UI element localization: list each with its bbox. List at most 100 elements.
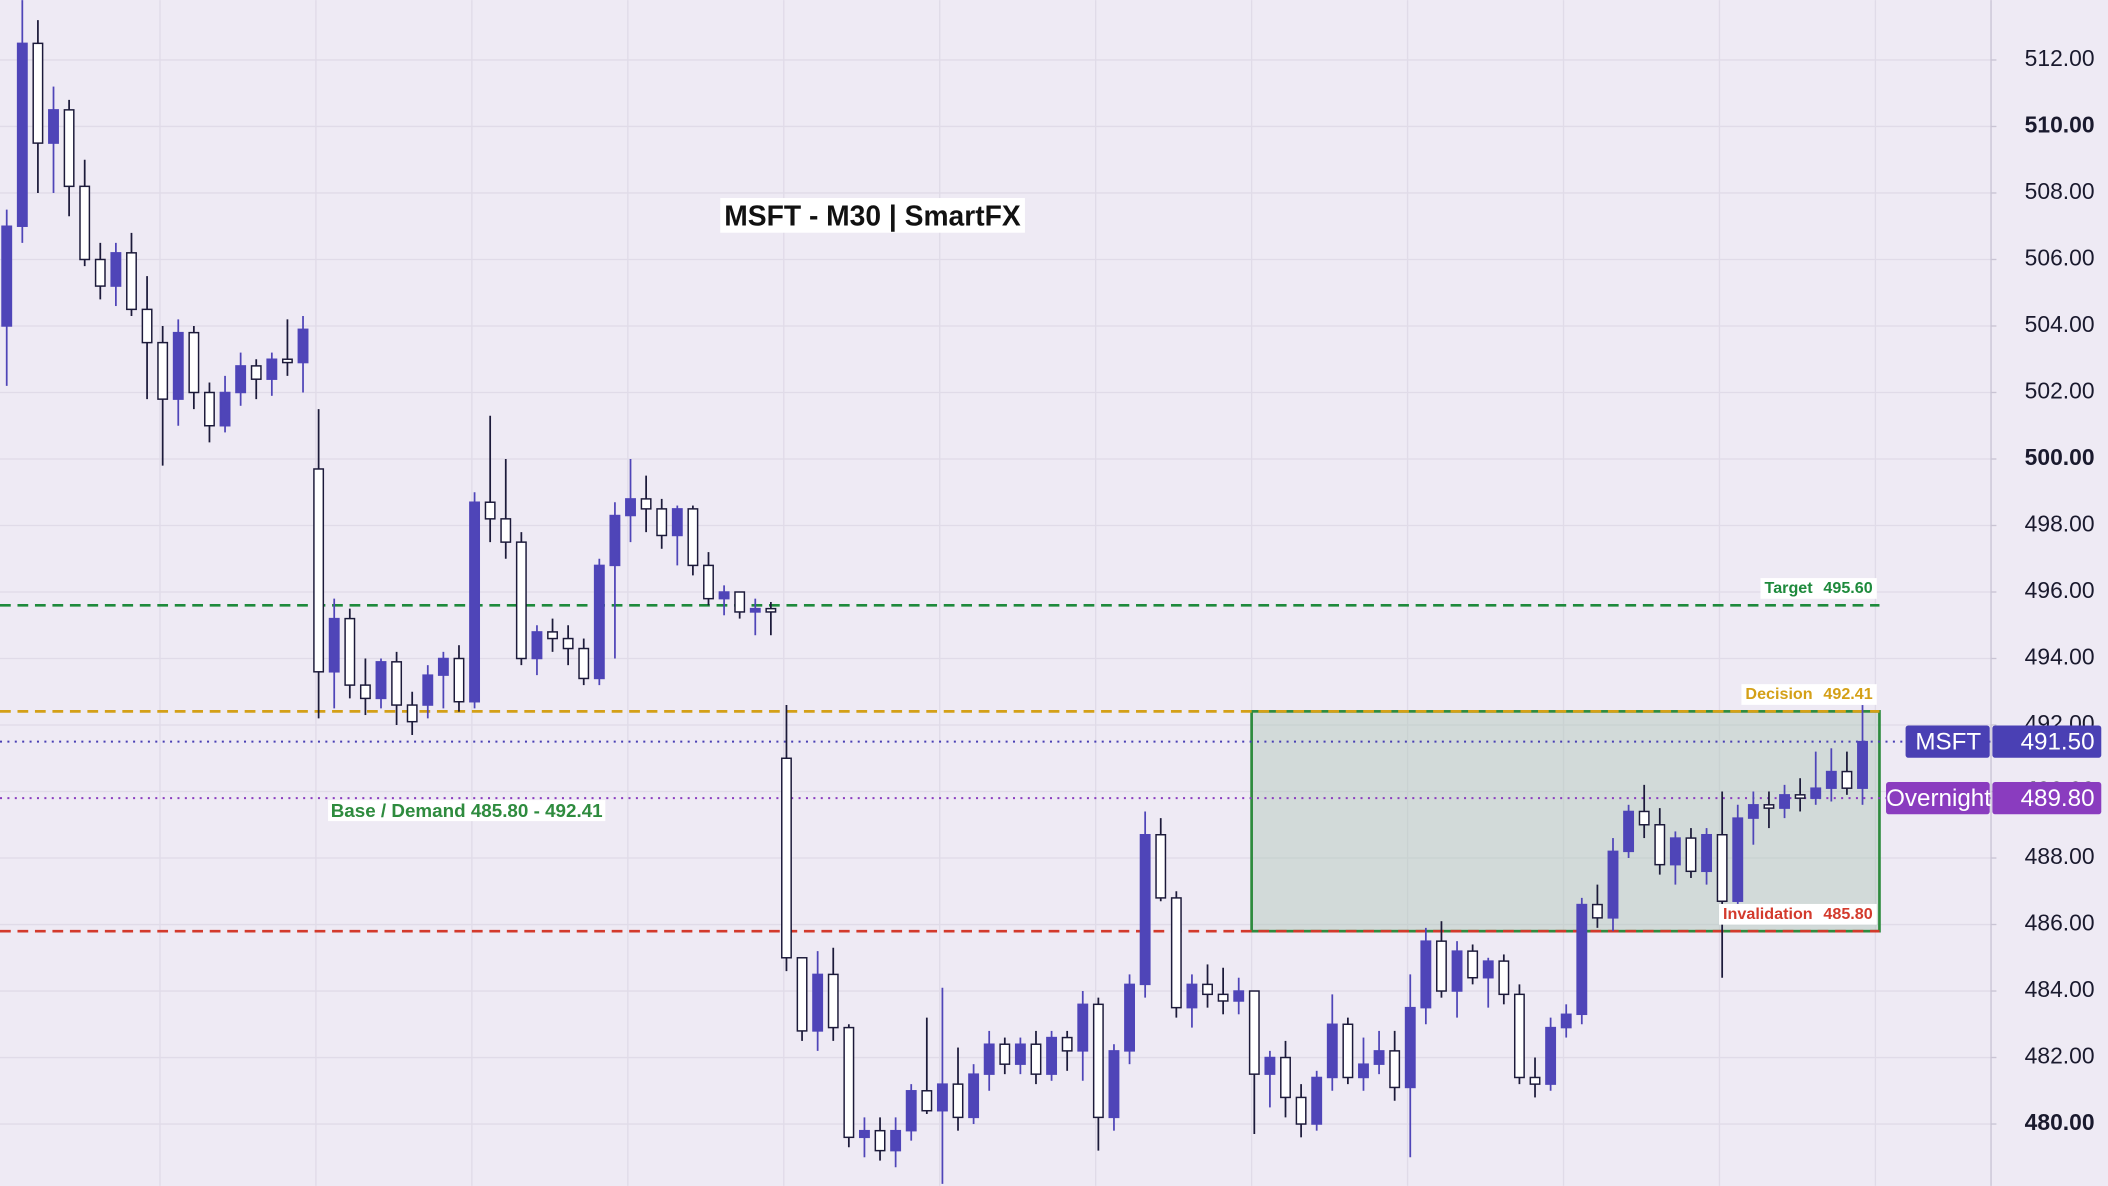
zone-label: Base / Demand 485.80 - 492.41 (331, 800, 603, 821)
candle-body (1732, 817, 1744, 902)
candle-body (1170, 897, 1182, 1009)
candle-body (827, 973, 839, 1029)
candle-body (1669, 837, 1681, 866)
candle-body (1779, 794, 1790, 809)
level-value: 492.41 (1823, 686, 1872, 704)
candle-body (297, 328, 309, 364)
candle-body (1623, 810, 1635, 853)
candle-body (1607, 850, 1619, 919)
candle-body (235, 365, 247, 394)
candle-body (609, 514, 621, 567)
demand-zone (1250, 710, 1881, 933)
candle-body (1529, 1076, 1541, 1085)
candle-body (905, 1090, 917, 1132)
level-value: 485.80 (1823, 905, 1872, 923)
candle-body (1576, 903, 1588, 1016)
candle-body (437, 657, 449, 676)
candle-body (1342, 1023, 1354, 1079)
candle-body (1467, 950, 1479, 979)
candle-body (406, 704, 418, 723)
candle-body (375, 661, 387, 700)
candle-body (952, 1083, 964, 1119)
level-label-background (1741, 684, 1877, 705)
y-tick-label: 502.00 (2025, 378, 2095, 404)
zone-label-background (328, 800, 606, 822)
candle-body (1420, 940, 1432, 1009)
candle-body (1014, 1043, 1026, 1065)
candle-body (1841, 770, 1853, 789)
candle-body (858, 1129, 870, 1139)
candle-body (250, 365, 262, 380)
candle-body (313, 468, 325, 673)
y-tick-label: 504.00 (2025, 311, 2095, 337)
candle-body (687, 508, 699, 567)
price-tag-name-background (1886, 782, 1990, 815)
candle-body (1482, 960, 1494, 979)
candle-body (1451, 950, 1463, 992)
candle-body (968, 1073, 980, 1119)
candle-body (1436, 940, 1447, 992)
candle-body (1092, 1003, 1104, 1119)
candle-body (94, 258, 106, 287)
y-tick-label: 480.00 (2025, 1109, 2095, 1135)
candle-body (500, 518, 512, 543)
candle-body (999, 1043, 1011, 1065)
candle-body (703, 564, 714, 600)
candle-body (781, 757, 792, 959)
candle-body (1747, 804, 1759, 819)
candle-body (110, 252, 122, 287)
candle-body (1498, 960, 1510, 996)
level-name: Target (1765, 579, 1814, 597)
price-tag-background (1992, 782, 2102, 815)
candle-body (328, 617, 340, 673)
candle-body (1248, 990, 1260, 1075)
candle-body (1638, 810, 1650, 826)
candle-body (1108, 1050, 1120, 1119)
level-value: 495.60 (1823, 579, 1872, 597)
candle-body (63, 109, 75, 188)
candle-body (1, 225, 13, 327)
y-tick-label: 512.00 (2025, 45, 2095, 71)
price-tag-name: MSFT (1915, 728, 1981, 755)
candle-body (765, 607, 777, 613)
candle-body (1685, 837, 1697, 873)
candle-body (266, 358, 278, 380)
candle-body (172, 331, 184, 400)
candle-body (1701, 833, 1713, 873)
candle-body (126, 252, 137, 311)
candle-body (1404, 1006, 1416, 1089)
candle-body (1513, 993, 1525, 1079)
candle-body (484, 501, 496, 520)
candle-body (656, 508, 668, 537)
candle-body (1794, 794, 1806, 799)
candle-body (1591, 903, 1603, 919)
candle-body (843, 1026, 855, 1139)
price-tag-name-background (1905, 725, 1990, 758)
candle-body (1326, 1023, 1338, 1079)
candle-body (48, 109, 59, 144)
level-label: Decision 492.41 (1745, 686, 1872, 704)
candle-body (391, 661, 403, 706)
title-background (720, 198, 1025, 233)
y-tick-label: 508.00 (2025, 178, 2095, 204)
y-tick-label: 482.00 (2025, 1043, 2095, 1069)
candle-body (204, 391, 215, 427)
candle-body (562, 637, 574, 650)
candle-body (281, 358, 293, 364)
candle-body (1202, 983, 1213, 996)
candle-body (1233, 990, 1245, 1002)
candle-body (936, 1083, 948, 1112)
y-tick-label: 500.00 (2025, 444, 2095, 470)
candle-body (1358, 1063, 1369, 1079)
candle-body (1545, 1026, 1557, 1085)
candle-body (578, 647, 590, 680)
candle-body (1186, 983, 1198, 1009)
y-tick-label: 494.00 (2025, 644, 2095, 670)
candle-body (1763, 804, 1775, 809)
candle-body (718, 591, 730, 600)
candle-body (1139, 833, 1151, 986)
candle-body (344, 617, 356, 686)
candle-body (1716, 833, 1728, 902)
